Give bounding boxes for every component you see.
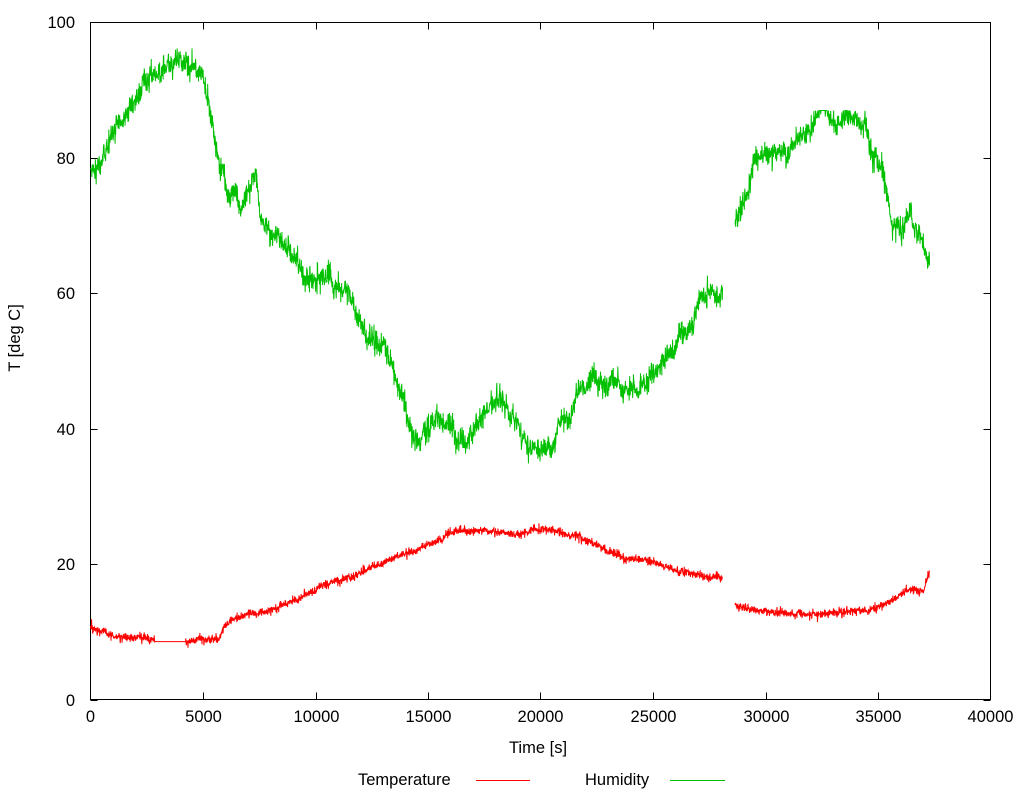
svg-text:25000: 25000: [631, 708, 677, 726]
svg-text:Humidity: Humidity: [585, 771, 650, 789]
svg-text:T [deg C]: T [deg C]: [6, 304, 24, 372]
svg-text:5000: 5000: [185, 708, 222, 726]
svg-text:30000: 30000: [744, 708, 790, 726]
svg-text:40000: 40000: [968, 708, 1014, 726]
svg-text:20000: 20000: [518, 708, 564, 726]
svg-text:20: 20: [57, 556, 75, 574]
svg-text:10000: 10000: [294, 708, 340, 726]
svg-text:Time [s]: Time [s]: [509, 739, 567, 757]
svg-text:0: 0: [86, 708, 95, 726]
svg-text:35000: 35000: [856, 708, 902, 726]
svg-text:60: 60: [57, 285, 75, 303]
svg-text:15000: 15000: [406, 708, 452, 726]
svg-text:0: 0: [66, 692, 75, 710]
svg-text:Temperature: Temperature: [358, 771, 451, 789]
svg-text:80: 80: [57, 150, 75, 168]
svg-text:100: 100: [47, 14, 75, 32]
svg-text:40: 40: [57, 421, 75, 439]
